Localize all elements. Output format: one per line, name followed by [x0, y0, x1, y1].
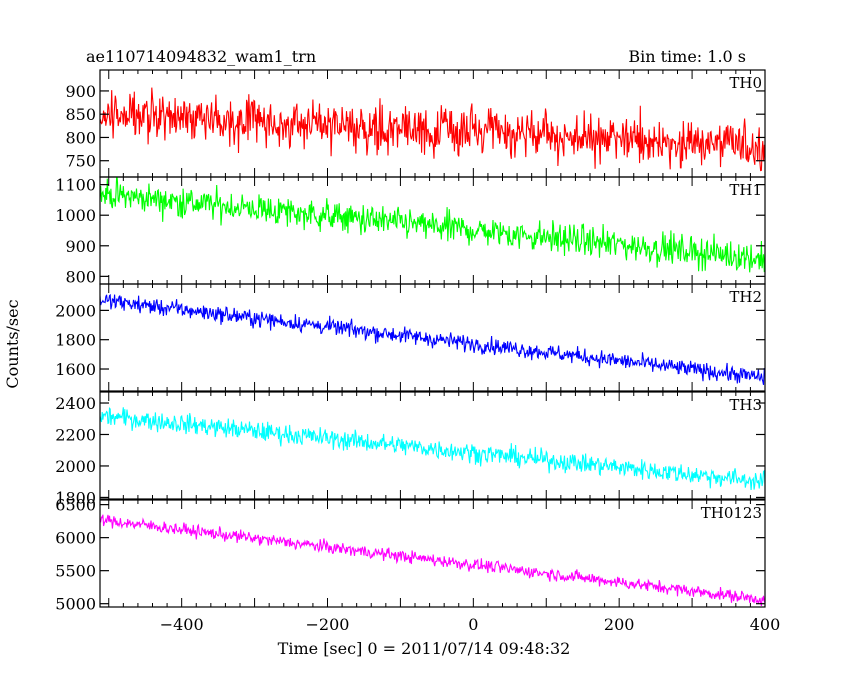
- y-axis-label: Counts/sec: [3, 299, 22, 388]
- panel-label-th3: TH3: [729, 396, 762, 414]
- panel-label-th1: TH1: [729, 181, 762, 199]
- y-tick-label: 1800: [55, 331, 96, 350]
- x-tick-label: −400: [160, 615, 204, 634]
- y-tick-label: 1100: [55, 176, 96, 195]
- panel-frame: [99, 176, 766, 285]
- y-tick-label: 800: [65, 267, 96, 286]
- y-tick-label: 6000: [55, 529, 96, 548]
- series-line-th0: [100, 87, 765, 172]
- panel-frame: [99, 283, 766, 392]
- y-tick-label: 5000: [55, 595, 96, 614]
- panels-group: 750 800 850 900 TH0 800 900 1000 1100 TH1 1600 1800…: [55, 69, 766, 614]
- panel-label-th0: TH0: [729, 74, 762, 92]
- x-tick-label: −200: [306, 615, 350, 634]
- chart-title: ae110714094832_wam1_trn: [86, 47, 316, 66]
- panel-th2: 1600 1800 2000 TH2: [55, 283, 766, 392]
- y-tick-label: 6500: [55, 496, 96, 515]
- x-tick-label: 200: [604, 615, 635, 634]
- y-tick-label: 850: [65, 105, 96, 124]
- series-line-th0123: [100, 514, 765, 607]
- y-tick-label: 900: [65, 82, 96, 101]
- panel-frame: [99, 499, 766, 608]
- panel-label-th0123: TH0123: [701, 504, 762, 522]
- y-tick-label: 2200: [55, 425, 96, 444]
- panel-th3: 1800 2000 2200 2400 TH3: [55, 391, 766, 507]
- y-tick-label: 800: [65, 128, 96, 147]
- x-axis-label: Time [sec] 0 = 2011/07/14 09:48:32: [278, 639, 571, 658]
- panel-th0123: 5000 5500 6000 6500 TH0123: [55, 496, 766, 614]
- panel-th0: 750 800 850 900 TH0: [65, 69, 766, 178]
- series-line-th3: [100, 407, 765, 491]
- y-tick-label: 900: [65, 237, 96, 256]
- panel-frame: [99, 69, 766, 178]
- x-tick-label: 400: [750, 615, 781, 634]
- x-axis: −400 −200 0 200 400: [160, 615, 781, 634]
- series-line-th1: [100, 177, 765, 273]
- panel-frame: [99, 391, 766, 500]
- y-tick-label: 1800: [55, 488, 96, 507]
- y-tick-label: 750: [65, 152, 96, 171]
- y-tick-label: 1000: [55, 206, 96, 225]
- y-tick-label: 2000: [55, 457, 96, 476]
- y-tick-label: 1600: [55, 360, 96, 379]
- panel-label-th2: TH2: [729, 288, 762, 306]
- bin-time-label: Bin time: 1.0 s: [628, 47, 746, 66]
- y-tick-label: 2000: [55, 301, 96, 320]
- x-tick-label: 0: [468, 615, 478, 634]
- y-tick-label: 5500: [55, 562, 96, 581]
- panel-th1: 800 900 1000 1100 TH1: [55, 176, 766, 286]
- series-line-th2: [100, 293, 765, 386]
- y-tick-label: 2400: [55, 394, 96, 413]
